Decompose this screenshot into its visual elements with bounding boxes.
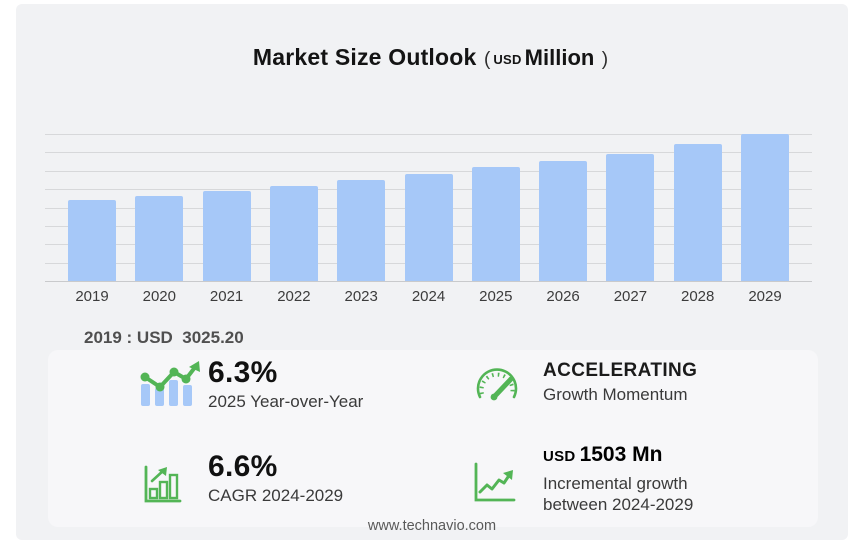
x-tick-label-2026: 2026 xyxy=(546,288,580,305)
bar-2028 xyxy=(673,144,722,281)
stat-incremental-label-line2: between 2024-2029 xyxy=(543,495,694,514)
bar-2019 xyxy=(68,200,116,281)
website-url: www.technavio.com xyxy=(367,518,497,534)
stat-incremental-amount: 1503 Mn xyxy=(579,443,663,466)
stat-cagr-value: 6.6% xyxy=(208,450,278,483)
bar-2029 xyxy=(741,134,789,281)
x-tick-label-2021: 2021 xyxy=(209,288,244,305)
bar-2024 xyxy=(404,174,453,281)
title-close-paren: ) xyxy=(601,49,609,70)
bar-2027 xyxy=(606,154,655,281)
x-tick-label-2027: 2027 xyxy=(613,288,648,305)
stat-momentum: ACCELERATING Growth Momentum xyxy=(543,360,697,405)
x-tick-label-2025: 2025 xyxy=(479,288,513,305)
x-tick-label-2019: 2019 xyxy=(75,288,109,305)
title-unit: Million xyxy=(524,45,595,70)
stat-cagr-label: CAGR 2024-2029 xyxy=(208,486,344,505)
bar-2020 xyxy=(135,196,184,281)
x-tick-label-2020: 2020 xyxy=(142,288,176,305)
bar-2023 xyxy=(337,180,386,281)
bar-2026 xyxy=(539,161,588,281)
stat-incremental-currency: USD xyxy=(543,448,576,465)
stat-momentum-value: ACCELERATING xyxy=(543,360,698,381)
stat-yoy-label: 2025 Year-over-Year xyxy=(208,392,364,411)
stat-momentum-label: Growth Momentum xyxy=(543,385,688,404)
base-year-value: 2019 : USD 3025.20 xyxy=(84,328,244,347)
title-text: Market Size Outlook xyxy=(252,44,477,70)
title-currency: USD xyxy=(493,52,522,67)
plot-area xyxy=(45,134,812,282)
gridline xyxy=(45,170,812,172)
gridline xyxy=(45,281,812,282)
x-tick-label-2029: 2029 xyxy=(748,288,782,305)
line-arrow-icon xyxy=(472,462,516,509)
x-tick-label-2024: 2024 xyxy=(411,288,446,305)
stat-incremental: USD 1503 Mn Incremental growth between 20… xyxy=(543,443,693,515)
x-tick-label-2022: 2022 xyxy=(277,288,311,305)
x-axis-labels: 2019 2020 2021 2022 2023 2024 2025 2026 2027 2028… xyxy=(45,288,812,308)
gridline xyxy=(45,152,812,154)
x-tick-label-2023: 2023 xyxy=(344,288,378,305)
bar-2025 xyxy=(471,167,520,281)
stat-incremental-label-line1: Incremental growth xyxy=(543,474,688,493)
stat-incremental-value: USD 1503 Mn xyxy=(543,443,693,467)
trend-bars-icon xyxy=(136,360,202,415)
stat-cagr: 6.6% CAGR 2024-2029 xyxy=(208,451,343,506)
gridline xyxy=(45,134,812,135)
title-open-paren: ( xyxy=(483,49,491,70)
growth-chart-icon xyxy=(142,465,182,510)
page-title: Market Size Outlook (USD Million ) xyxy=(16,44,848,71)
x-tick-label-2028: 2028 xyxy=(681,288,715,305)
stat-yoy: 6.3% 2025 Year-over-Year xyxy=(208,357,363,412)
speedometer-icon xyxy=(472,364,522,411)
stat-yoy-value: 6.3% xyxy=(208,356,278,389)
bar-2021 xyxy=(202,191,251,281)
bar-2022 xyxy=(269,186,318,281)
